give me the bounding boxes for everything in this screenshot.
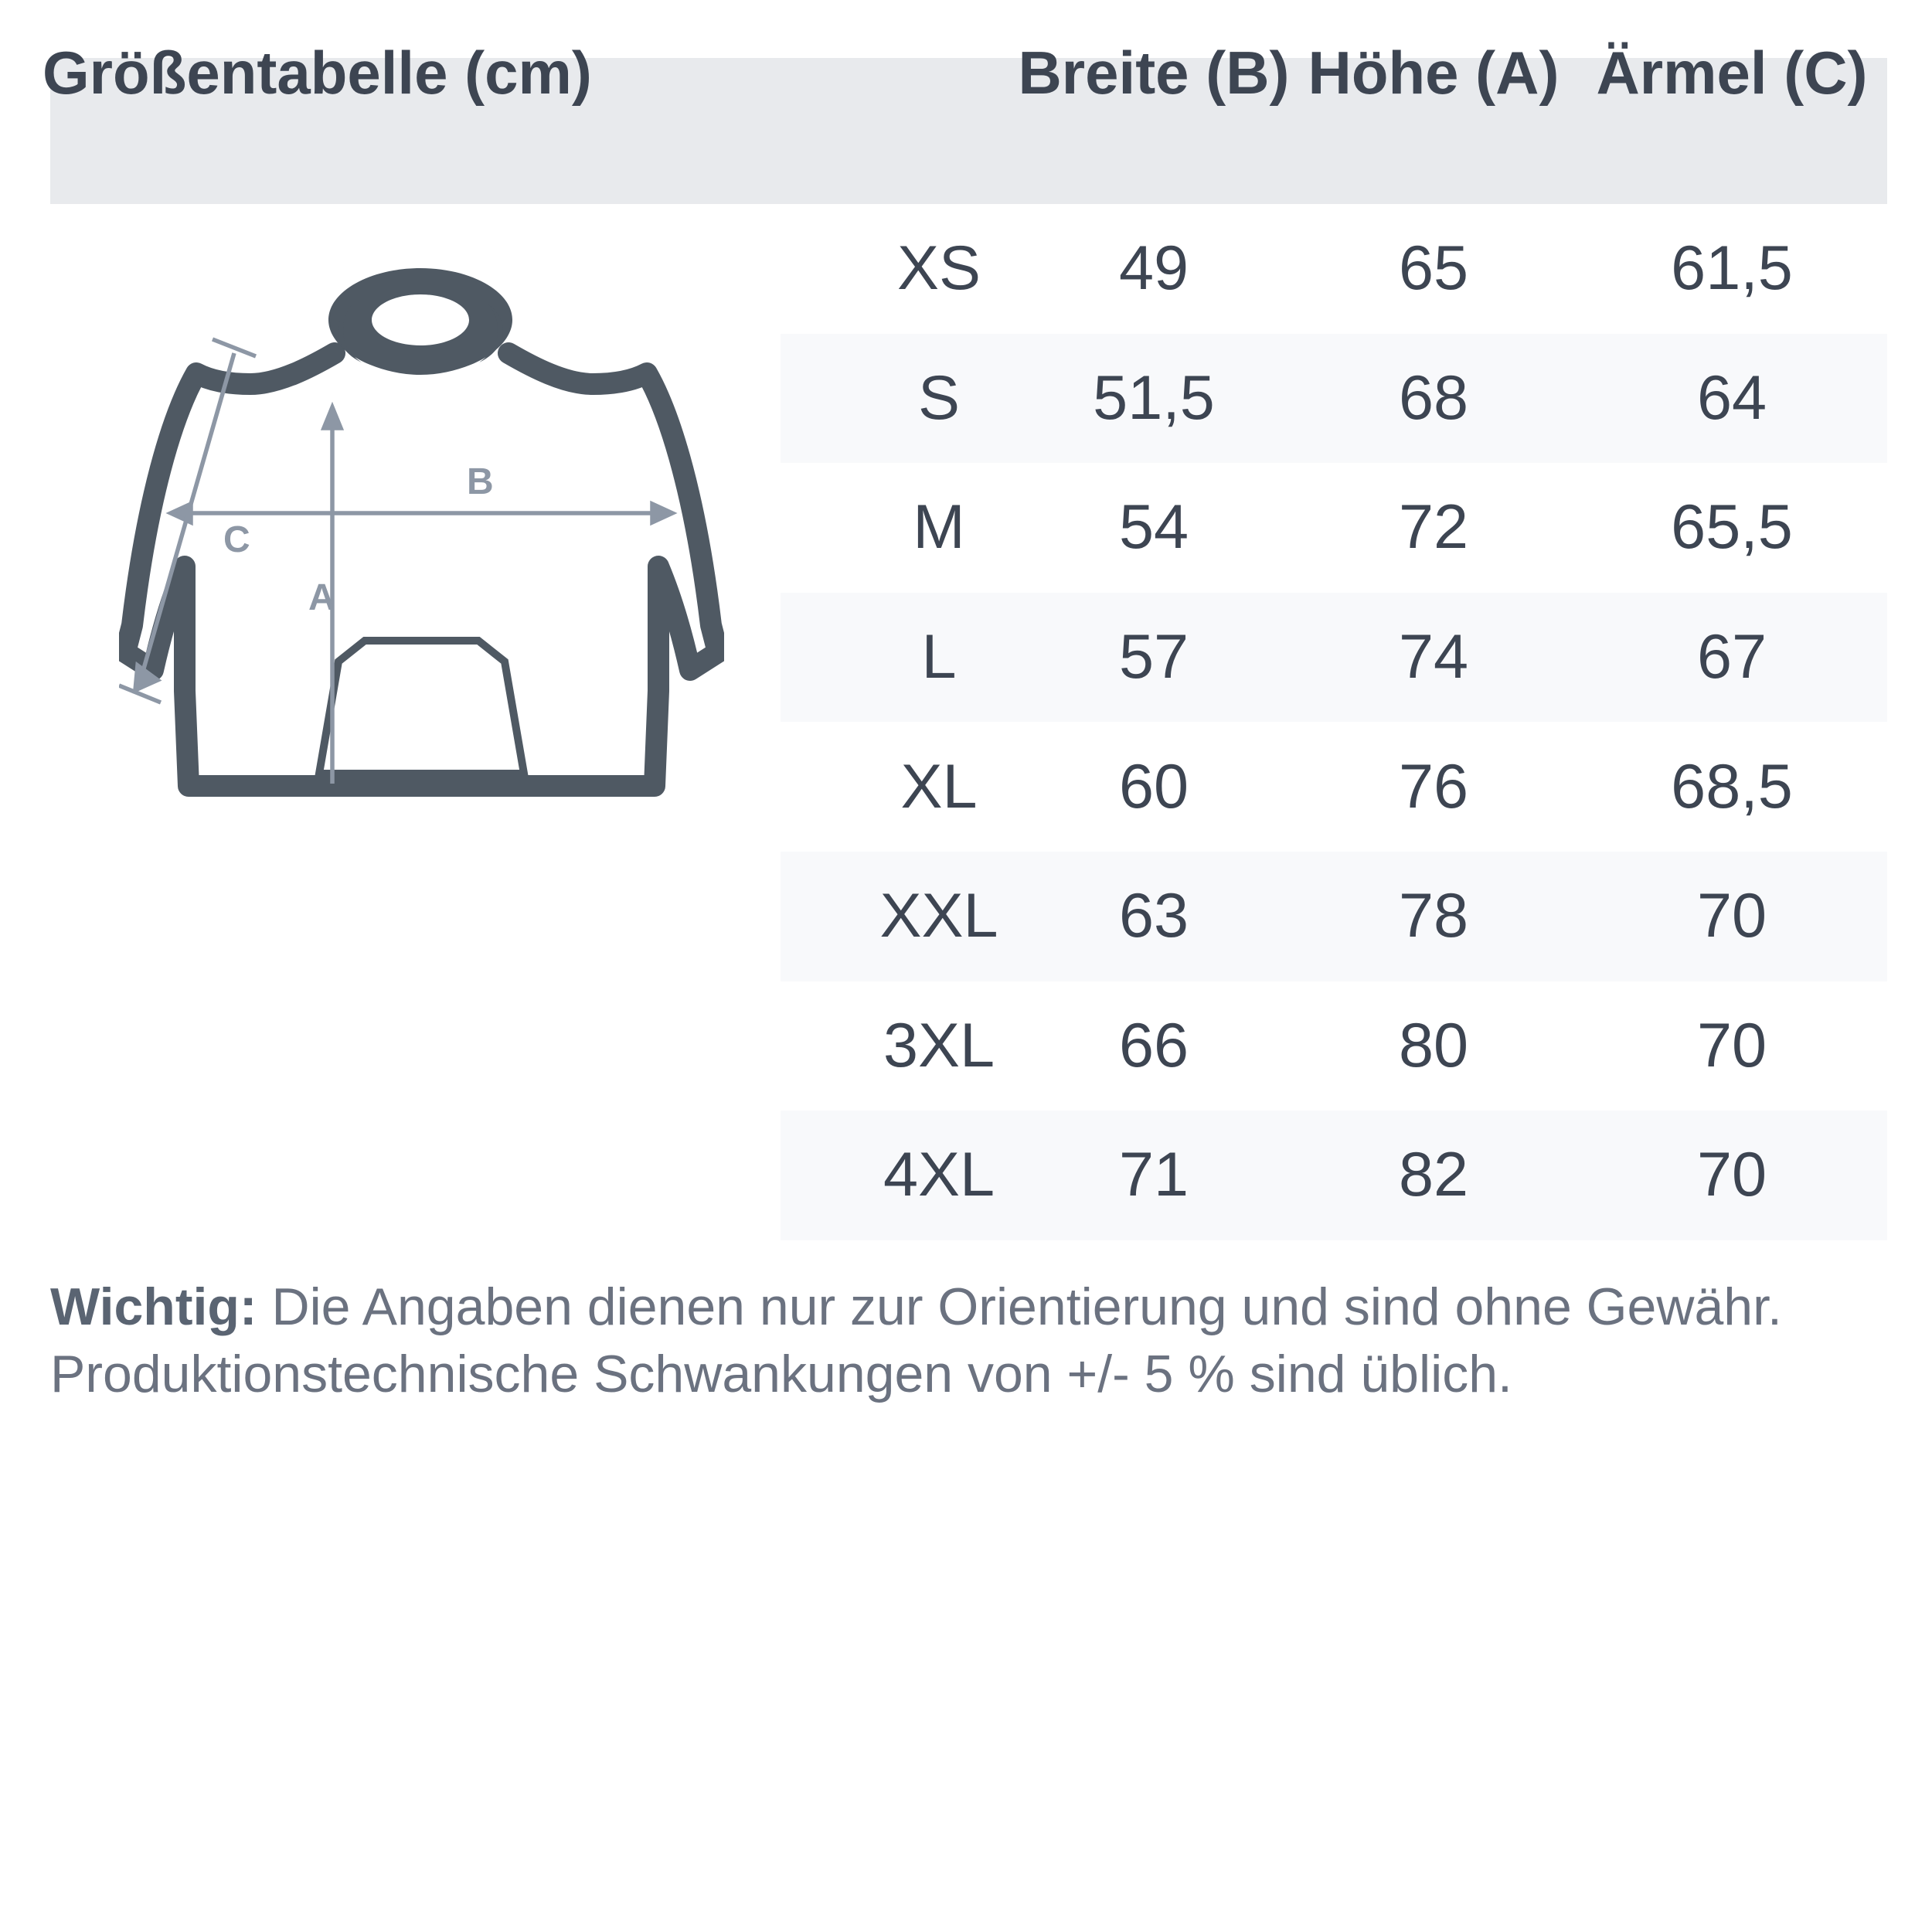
svg-text:B: B bbox=[467, 461, 494, 502]
svg-text:A: A bbox=[308, 577, 335, 618]
svg-text:C: C bbox=[223, 519, 250, 560]
